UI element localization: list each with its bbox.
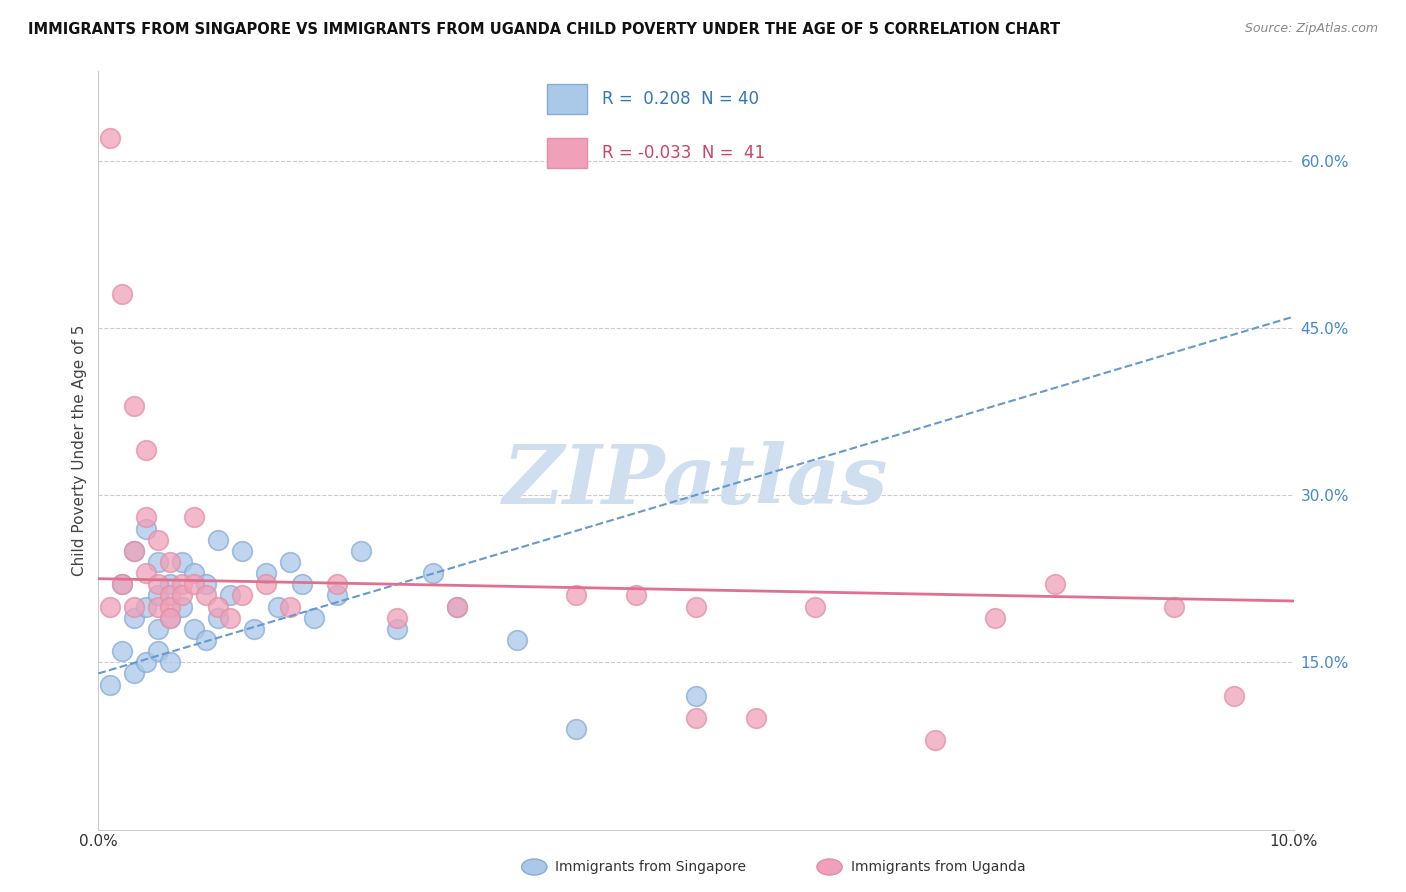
Point: [159, 577, 181, 591]
Point: [506, 633, 529, 648]
Point: [172, 599, 194, 614]
Point: [135, 599, 157, 614]
Point: [446, 599, 468, 614]
Point: [124, 544, 146, 558]
Point: [350, 544, 373, 558]
Point: [1163, 599, 1185, 614]
Text: Source: ZipAtlas.com: Source: ZipAtlas.com: [1244, 22, 1378, 36]
Point: [685, 689, 707, 703]
Point: [159, 611, 181, 625]
Point: [385, 611, 409, 625]
Point: [326, 577, 349, 591]
Point: [231, 589, 253, 603]
Point: [98, 599, 122, 614]
Point: [183, 566, 205, 581]
Point: [124, 399, 146, 413]
Point: [111, 644, 134, 658]
Text: ZIPatlas: ZIPatlas: [503, 441, 889, 521]
Point: [422, 566, 444, 581]
Point: [1223, 689, 1246, 703]
Point: [565, 723, 588, 737]
Point: [111, 577, 134, 591]
Point: [326, 589, 349, 603]
Point: [1043, 577, 1066, 591]
Text: IMMIGRANTS FROM SINGAPORE VS IMMIGRANTS FROM UGANDA CHILD POVERTY UNDER THE AGE : IMMIGRANTS FROM SINGAPORE VS IMMIGRANTS …: [28, 22, 1060, 37]
Point: [804, 599, 827, 614]
Point: [231, 544, 253, 558]
Point: [172, 577, 194, 591]
Text: R = -0.033  N =  41: R = -0.033 N = 41: [602, 144, 765, 161]
Point: [183, 510, 205, 524]
Point: [159, 599, 181, 614]
Point: [124, 666, 146, 681]
Point: [148, 644, 170, 658]
Point: [124, 599, 146, 614]
Point: [148, 533, 170, 547]
Point: [302, 611, 325, 625]
Point: [278, 555, 301, 569]
Point: [172, 589, 194, 603]
Point: [148, 589, 170, 603]
Point: [111, 287, 134, 301]
Point: [195, 589, 218, 603]
Point: [243, 622, 266, 636]
Point: [207, 533, 229, 547]
Point: [195, 633, 218, 648]
Point: [924, 733, 946, 747]
FancyBboxPatch shape: [547, 137, 586, 168]
Point: [148, 599, 170, 614]
Point: [98, 678, 122, 692]
Point: [291, 577, 314, 591]
Point: [148, 555, 170, 569]
Text: Immigrants from Singapore: Immigrants from Singapore: [555, 860, 747, 874]
Point: [135, 521, 157, 535]
Point: [183, 577, 205, 591]
Point: [98, 131, 122, 145]
Text: R =  0.208  N = 40: R = 0.208 N = 40: [602, 90, 759, 108]
Point: [124, 611, 146, 625]
Point: [446, 599, 468, 614]
Text: Immigrants from Uganda: Immigrants from Uganda: [851, 860, 1025, 874]
Point: [124, 544, 146, 558]
Point: [565, 589, 588, 603]
Point: [745, 711, 768, 725]
Point: [207, 599, 229, 614]
Point: [183, 622, 205, 636]
Point: [172, 555, 194, 569]
Point: [254, 566, 277, 581]
Point: [159, 589, 181, 603]
Point: [207, 611, 229, 625]
Point: [148, 577, 170, 591]
Point: [135, 566, 157, 581]
Point: [195, 577, 218, 591]
Point: [148, 622, 170, 636]
Point: [626, 589, 648, 603]
Point: [159, 611, 181, 625]
Point: [159, 655, 181, 669]
Point: [135, 655, 157, 669]
Point: [135, 510, 157, 524]
Point: [111, 577, 134, 591]
Point: [278, 599, 301, 614]
FancyBboxPatch shape: [547, 84, 586, 114]
Y-axis label: Child Poverty Under the Age of 5: Child Poverty Under the Age of 5: [72, 325, 87, 576]
Point: [685, 599, 707, 614]
Point: [267, 599, 290, 614]
Point: [135, 443, 157, 458]
Point: [159, 555, 181, 569]
Point: [685, 711, 707, 725]
Point: [984, 611, 1007, 625]
Point: [385, 622, 409, 636]
Point: [254, 577, 277, 591]
Point: [219, 589, 242, 603]
Point: [219, 611, 242, 625]
